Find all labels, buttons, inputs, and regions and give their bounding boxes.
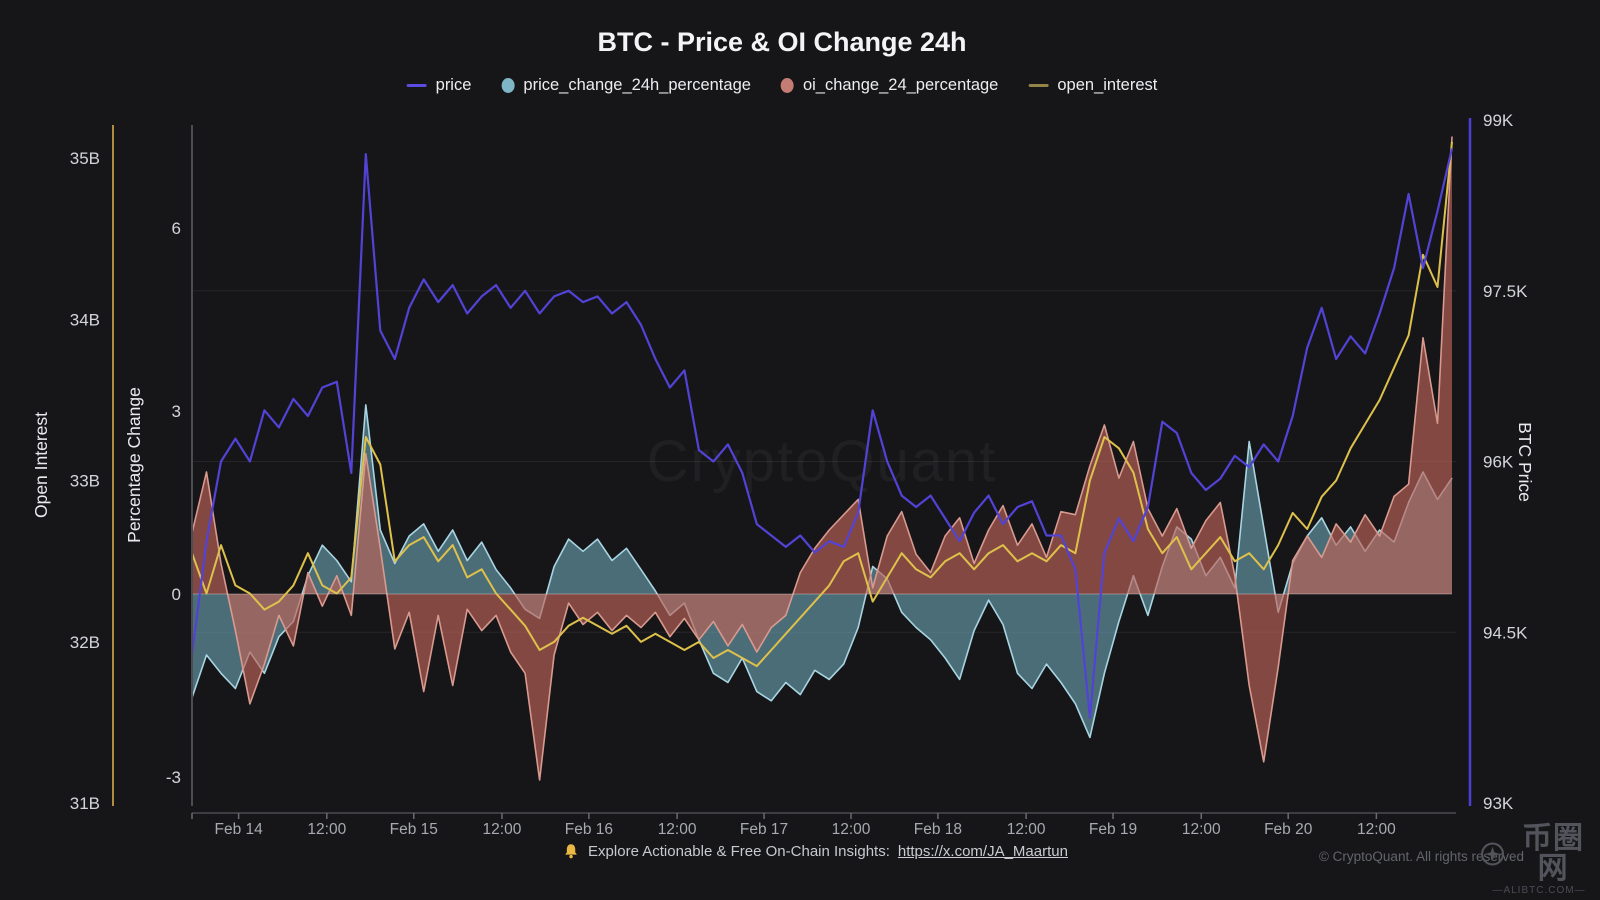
watermark-star-icon xyxy=(1481,842,1505,866)
legend-label: open_interest xyxy=(1057,76,1158,94)
border-price_change_24h_percentage xyxy=(191,404,1453,739)
watermark-cn-text: 币圈网 xyxy=(1522,822,1585,885)
price-change-dot-swatch xyxy=(501,78,515,93)
price-tick-label: 99K xyxy=(1483,111,1514,130)
border-oi_change_24_percentage xyxy=(191,136,1453,781)
watermark-domain-text: —ALIBTC.COM— xyxy=(1492,885,1586,896)
legend-item-open-interest[interactable]: open_interest xyxy=(1028,76,1157,95)
x-tick-label: 12:00 xyxy=(1182,821,1221,838)
copyright-text: © CryptoQuant. All rights reserved xyxy=(1318,849,1524,864)
oi-tick-label: 33B xyxy=(70,472,100,491)
plot-area[interactable] xyxy=(192,118,1452,813)
legend-label: price_change_24h_percentage xyxy=(523,76,751,94)
x-tick-label: Feb 19 xyxy=(1089,821,1137,838)
line-open_interest xyxy=(191,141,1453,668)
oi-tick-label: 32B xyxy=(70,633,100,652)
oi-change-dot-swatch xyxy=(780,78,794,93)
oi-tick-label: 31B xyxy=(70,794,100,813)
x-tick-label: 12:00 xyxy=(483,821,522,838)
x-tick-label: Feb 18 xyxy=(914,821,962,838)
open-interest-axis-title: Open Interest xyxy=(31,412,51,518)
price-tick-label: 94.5K xyxy=(1483,623,1528,642)
pct-tick-label: -3 xyxy=(166,768,181,787)
pct-tick-label: 6 xyxy=(172,219,181,238)
pct-tick-label: 3 xyxy=(172,402,181,421)
footer-link[interactable]: https://x.com/JA_Maartun xyxy=(897,843,1068,860)
percentage-axis-title: Percentage Change xyxy=(124,387,144,543)
corner-watermark: 币圈网 —ALIBTC.COM— xyxy=(1480,824,1598,896)
legend: price price_change_24h_percentage oi_cha… xyxy=(406,76,1157,95)
series-layer xyxy=(190,136,1454,781)
price-tick-label: 96K xyxy=(1483,453,1514,472)
x-tick-label: Feb 14 xyxy=(214,821,263,838)
x-tick-label: 12:00 xyxy=(832,821,871,838)
x-tick-label: Feb 16 xyxy=(565,821,613,838)
x-tick-label: 12:00 xyxy=(1007,821,1046,838)
x-tick-label: 12:00 xyxy=(658,821,697,838)
price-line-swatch xyxy=(406,84,427,87)
x-tick-label: Feb 17 xyxy=(740,821,788,838)
x-tick-label: Feb 15 xyxy=(390,821,438,838)
oi-tick-label: 35B xyxy=(70,149,100,168)
legend-item-oi-change[interactable]: oi_change_24_percentage xyxy=(780,76,999,95)
axes-layer: 35B 34B 33B 32B 31B 6 3 0 -3 99K 97.5K 96K 94.5K 93K F… xyxy=(70,111,1528,838)
legend-item-price[interactable]: price xyxy=(406,76,472,95)
oi-tick-label: 34B xyxy=(70,310,100,329)
x-tick-label: 12:00 xyxy=(307,821,346,838)
page-title: BTC - Price & OI Change 24h xyxy=(597,27,967,57)
x-tick-label: Feb 20 xyxy=(1264,821,1313,838)
btc-price-axis-title: BTC Price xyxy=(1515,422,1535,502)
area-oi_change_24_percentage xyxy=(192,136,1452,780)
pct-tick-label: 0 xyxy=(172,585,181,604)
line-price xyxy=(190,148,1454,719)
legend-label: oi_change_24_percentage xyxy=(802,76,999,94)
footer-text: Explore Actionable & Free On-Chain Insig… xyxy=(588,843,890,860)
legend-label: price xyxy=(435,76,472,94)
footer-banner: Explore Actionable & Free On-Chain Insig… xyxy=(562,843,1068,860)
price-tick-label: 93K xyxy=(1483,794,1514,813)
x-tick-label: 12:00 xyxy=(1357,821,1396,838)
legend-item-price-change[interactable]: price_change_24h_percentage xyxy=(501,76,751,95)
price-tick-label: 97.5K xyxy=(1483,282,1528,301)
bell-icon xyxy=(565,844,577,859)
open-interest-line-swatch xyxy=(1028,84,1049,87)
